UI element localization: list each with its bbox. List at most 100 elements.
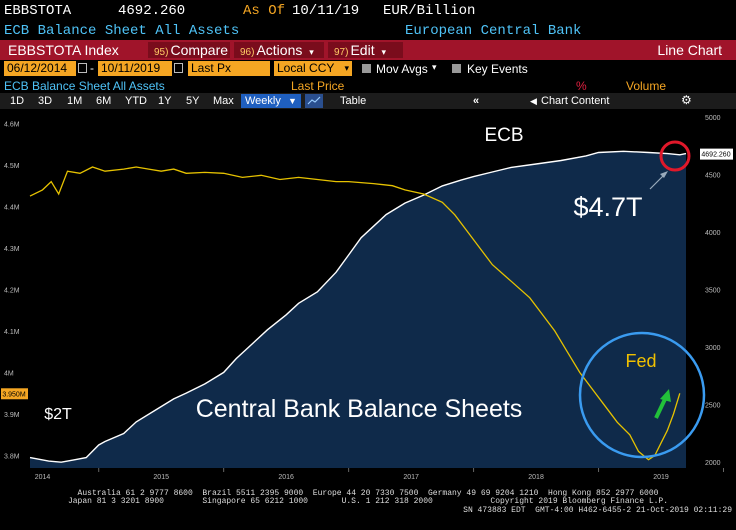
footer-line-2: Japan 81 3 3201 8900 Singapore 65 6212 1… <box>67 497 669 506</box>
y-left-tick-label: 4M <box>4 371 14 378</box>
security-header: EBBSTOTA 4692.260 As Of 10/11/19 EUR/Bil… <box>0 0 736 22</box>
edit-num: 97) <box>334 47 349 58</box>
range-1m-button[interactable]: 1M <box>67 95 83 107</box>
chart-area: 4.6M 4.5M 4.4M 4.3M 4.2M 4.1M 4M 3.9M 3.8M 5000 45… <box>0 109 736 489</box>
index-label: EBBSTOTA Index <box>8 42 119 58</box>
last-value-tag: 4692.260 <box>700 148 733 160</box>
left-value-tag: 3.950M <box>1 388 28 400</box>
ecb-value-label: $4.7T <box>573 192 642 222</box>
y-left-tick-label: 4.4M <box>4 204 20 211</box>
y-right-tick-label: 2000 <box>705 460 721 467</box>
footer-line-3: SN 473883 EDT GMT-4:00 H462-6455-2 21-Oc… <box>463 506 732 515</box>
y-right-tick-label: 2500 <box>705 403 721 410</box>
mov-avgs-label: Mov Avgs <box>376 62 428 76</box>
range-6m-button[interactable]: 6M <box>96 95 112 107</box>
start-value-label: $2T <box>44 406 72 423</box>
key-events-label: Key Events <box>467 62 528 76</box>
x-tick-label: 2014 <box>35 474 51 481</box>
volume-label: Volume <box>626 79 667 93</box>
mov-avgs-checkbox[interactable] <box>362 64 371 73</box>
fed-series-line <box>29 166 681 461</box>
chart-svg: 4.6M 4.5M 4.4M 4.3M 4.2M 4.1M 4M 3.9M 3.8M 5000 45… <box>1 111 733 481</box>
y-right-tick-label: 5000 <box>705 115 721 122</box>
pct-label: % <box>576 79 587 93</box>
last-value-tag-text: 4692.260 <box>701 152 730 159</box>
compare-num: 95) <box>154 47 169 58</box>
frequency-label: Weekly <box>245 95 281 107</box>
series-title-bar: ECB Balance Sheet All Assets Last Price … <box>0 78 736 93</box>
ecb-highlight-circle <box>659 140 691 172</box>
y-left-tick-label: 4.2M <box>4 288 20 295</box>
description-row: ECB Balance Sheet All Assets European Ce… <box>0 22 736 40</box>
table-button[interactable]: Table <box>340 95 367 107</box>
frequency-select[interactable]: Weekly ▼ <box>241 94 301 108</box>
chevron-down-icon: ▼ <box>288 96 297 106</box>
price-value: 4692.260 <box>118 3 186 19</box>
line-chart-icon[interactable] <box>305 94 323 108</box>
range-1y-button[interactable]: 1Y <box>158 95 172 107</box>
ecb-label: ECB <box>484 125 523 146</box>
left-value-tag-bg <box>1 388 28 400</box>
menu-bar: EBBSTOTA Index 95) Compare 96) Actions ▾ 9… <box>0 40 736 60</box>
range-ytd-button[interactable]: YTD <box>125 95 147 107</box>
gear-icon[interactable]: ⚙ <box>681 93 692 107</box>
y-left-tick-label: 3.9M <box>4 412 20 419</box>
chart-content-button[interactable]: Chart Content <box>541 95 610 107</box>
ticker-label: EBBSTOTA <box>4 3 72 19</box>
fed-label: Fed <box>625 351 656 371</box>
collapse-left-icon[interactable]: « <box>473 95 480 107</box>
range-1d-button[interactable]: 1D <box>10 95 25 107</box>
as-of-label: As Of <box>243 3 286 19</box>
y-left-tick-label: 4.3M <box>4 246 20 253</box>
actions-button[interactable]: 96) Actions ▾ <box>234 42 324 58</box>
y-right-tick-label: 3000 <box>705 345 721 352</box>
chevron-down-icon: ▾ <box>309 47 314 57</box>
y-left-tick-label: 3.8M <box>4 454 20 461</box>
start-date-field[interactable]: 06/12/2014 <box>4 61 76 76</box>
y-left-tick-label: 4.6M <box>4 121 20 128</box>
edit-button[interactable]: 97) Edit ▾ <box>328 42 403 58</box>
left-value-tag-text: 3.950M <box>2 391 26 398</box>
description-label: ECB Balance Sheet All Assets <box>4 23 240 39</box>
x-tick-label: 2015 <box>153 474 169 481</box>
x-tick-label: 2018 <box>528 474 544 481</box>
chevron-down-icon: ▾ <box>381 47 386 57</box>
range-3d-button[interactable]: 3D <box>38 95 53 107</box>
range-5y-button[interactable]: 5Y <box>186 95 200 107</box>
ecb-area-fill <box>30 151 687 469</box>
compare-button[interactable]: 95) Compare <box>148 42 230 58</box>
y-right-tick-label: 4500 <box>705 172 721 179</box>
fed-highlight-circle <box>578 331 706 459</box>
currency-label: Local CCY <box>277 61 335 75</box>
chart-title-label: Central Bank Balance Sheets <box>196 395 523 423</box>
edit-label: Edit <box>350 42 375 58</box>
last-value-tag-bg <box>700 148 733 160</box>
line-chart-label: Line Chart <box>657 42 722 58</box>
calendar-icon[interactable] <box>78 63 87 73</box>
series-title: ECB Balance Sheet All Assets <box>4 79 165 93</box>
ecb-series-line <box>29 150 687 463</box>
as-of-date: 10/11/19 <box>292 3 360 19</box>
end-date-field[interactable]: 10/11/2019 <box>98 61 172 76</box>
index-field[interactable]: EBBSTOTA Index <box>2 42 144 58</box>
last-price-label: Last Price <box>291 79 345 93</box>
chart-content-triangle-icon[interactable]: ◀ <box>530 96 537 106</box>
currency-select[interactable]: Local CCY ▾ <box>274 61 352 76</box>
green-up-arrow <box>654 396 668 419</box>
price-field-select[interactable]: Last Px <box>188 61 270 76</box>
actions-label: Actions <box>256 42 303 58</box>
x-tick-label: 2017 <box>403 474 419 481</box>
compare-label: Compare <box>170 42 229 58</box>
range-max-button[interactable]: Max <box>213 95 234 107</box>
units-label: EUR/Billion <box>383 3 476 19</box>
key-events-checkbox[interactable] <box>452 64 461 73</box>
footer-line-1: Australia 61 2 9777 8600 Brazil 5511 239… <box>77 489 659 498</box>
chart-toolbar: 1D 3D 1M 6M YTD 1Y 5Y Max Weekly ▼ Table… <box>0 93 736 109</box>
y-right-tick-label: 4000 <box>705 230 721 237</box>
footer: Australia 61 2 9777 8600 Brazil 5511 239… <box>0 489 736 530</box>
chevron-down-icon[interactable]: ▾ <box>432 62 437 72</box>
calendar-icon[interactable] <box>174 63 183 73</box>
x-tick-label: 2019 <box>653 474 669 481</box>
green-up-arrowhead <box>660 389 671 402</box>
actions-num: 96) <box>240 47 255 58</box>
